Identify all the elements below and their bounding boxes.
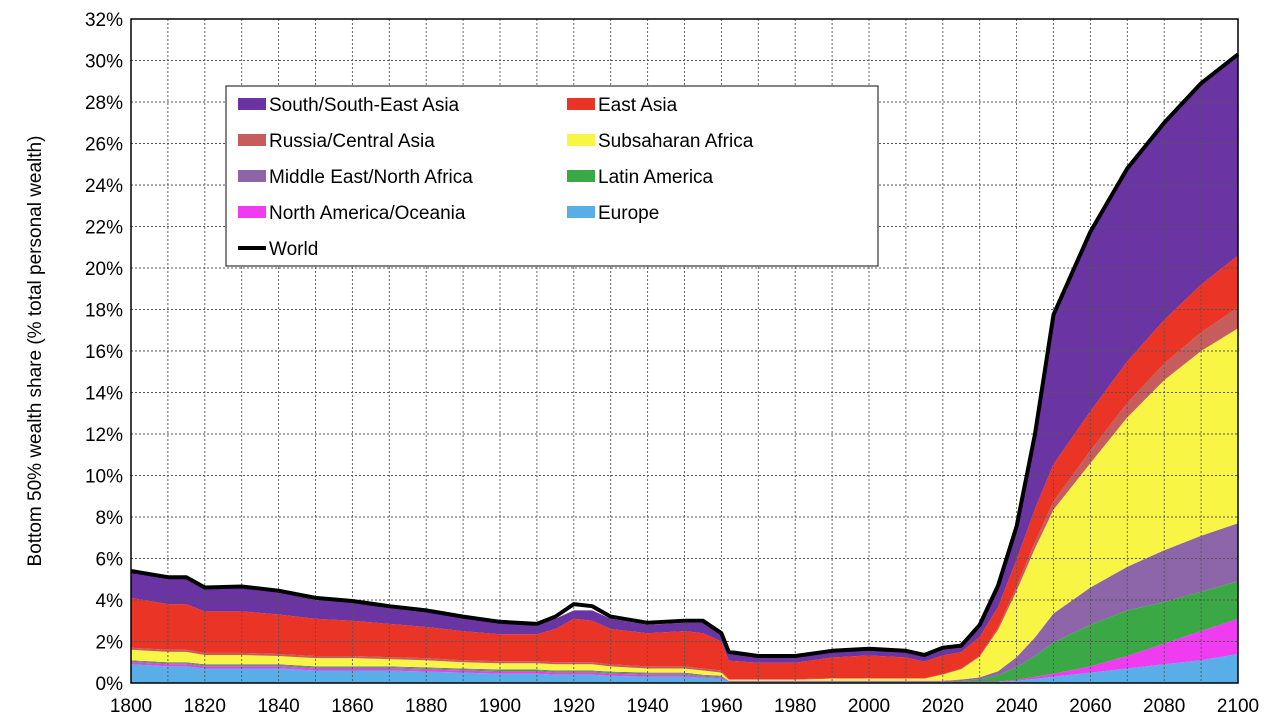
y-axis-ticks: 0% 2% 4% 6% 8% 10% 12% 14% 16% 18% 20% 22% 24% 26% 28%… (85, 10, 123, 695)
x-tick-label: 1980 (774, 696, 816, 717)
legend-label-russia-central-asia: Russia/Central Asia (269, 131, 435, 152)
y-tick-label: 10% (85, 467, 123, 488)
x-tick-label: 1860 (331, 696, 373, 717)
y-tick-label: 26% (85, 135, 123, 156)
legend-swatch-russia-central-asia (238, 134, 266, 146)
legend-swatch-europe (567, 206, 595, 218)
x-tick-label: 1900 (479, 696, 521, 717)
y-tick-label: 8% (96, 508, 124, 529)
legend-label-north-america-oceania: North America/Oceania (269, 203, 466, 224)
y-tick-label: 2% (96, 633, 124, 654)
area-south-south-east-asia (131, 54, 1238, 663)
y-tick-label: 32% (85, 10, 123, 31)
legend-swatch-east-asia (567, 98, 595, 110)
legend-box (225, 85, 879, 267)
y-tick-label: 30% (85, 52, 123, 73)
x-tick-label: 2080 (1143, 696, 1185, 717)
y-tick-label: 20% (85, 259, 123, 280)
area-europe (131, 654, 1238, 683)
y-tick-label: 0% (96, 674, 124, 695)
legend-label-world: World (269, 239, 318, 260)
plot-frame (130, 18, 1239, 684)
legend-swatch-latin-america (567, 170, 595, 182)
x-tick-label: 1940 (626, 696, 668, 717)
legend-swatch-middle-east-north-africa (238, 170, 266, 182)
x-tick-label: 1920 (553, 696, 595, 717)
legend-label-south-south-east-asia: South/South-East Asia (269, 95, 460, 116)
y-axis-label: Bottom 50% wealth share (% total persona… (25, 136, 46, 567)
x-tick-label: 1880 (405, 696, 447, 717)
legend-label-east-asia: East Asia (598, 95, 678, 116)
y-tick-label: 12% (85, 425, 123, 446)
y-tick-label: 28% (85, 93, 123, 114)
x-axis-ticks: 1800 1820 1840 1860 1880 1900 1920 1940 1960 1980… (110, 696, 1259, 717)
x-tick-label: 1820 (184, 696, 226, 717)
x-tick-label: 1960 (700, 696, 742, 717)
legend-swatch-subsaharan-africa (567, 134, 595, 146)
legend-label-europe: Europe (598, 203, 659, 224)
y-tick-label: 16% (85, 342, 123, 363)
area-middle-east-north-africa (131, 523, 1238, 682)
y-tick-label: 18% (85, 301, 123, 322)
x-tick-label: 2060 (1069, 696, 1111, 717)
legend-label-latin-america: Latin America (598, 167, 714, 188)
x-tick-label: 2020 (922, 696, 964, 717)
y-tick-label: 6% (96, 550, 124, 571)
x-tick-label: 2000 (848, 696, 890, 717)
x-tick-label: 1840 (257, 696, 299, 717)
y-tick-label: 22% (85, 218, 123, 239)
x-tick-label: 2040 (995, 696, 1037, 717)
y-tick-label: 24% (85, 176, 123, 197)
y-tick-label: 4% (96, 591, 124, 612)
legend: South/South-East Asia East Asia Russia/Cen… (225, 85, 879, 267)
legend-label-middle-east-north-africa: Middle East/North Africa (269, 167, 473, 188)
legend-label-subsaharan-africa: Subsaharan Africa (598, 131, 754, 152)
x-tick-label: 2100 (1217, 696, 1259, 717)
legend-swatch-south-south-east-asia (238, 98, 266, 110)
series-line-world (130, 52, 1240, 658)
legend-swatch-north-america-oceania (238, 206, 266, 218)
y-tick-label: 14% (85, 384, 123, 405)
x-tick-label: 1800 (110, 696, 152, 717)
